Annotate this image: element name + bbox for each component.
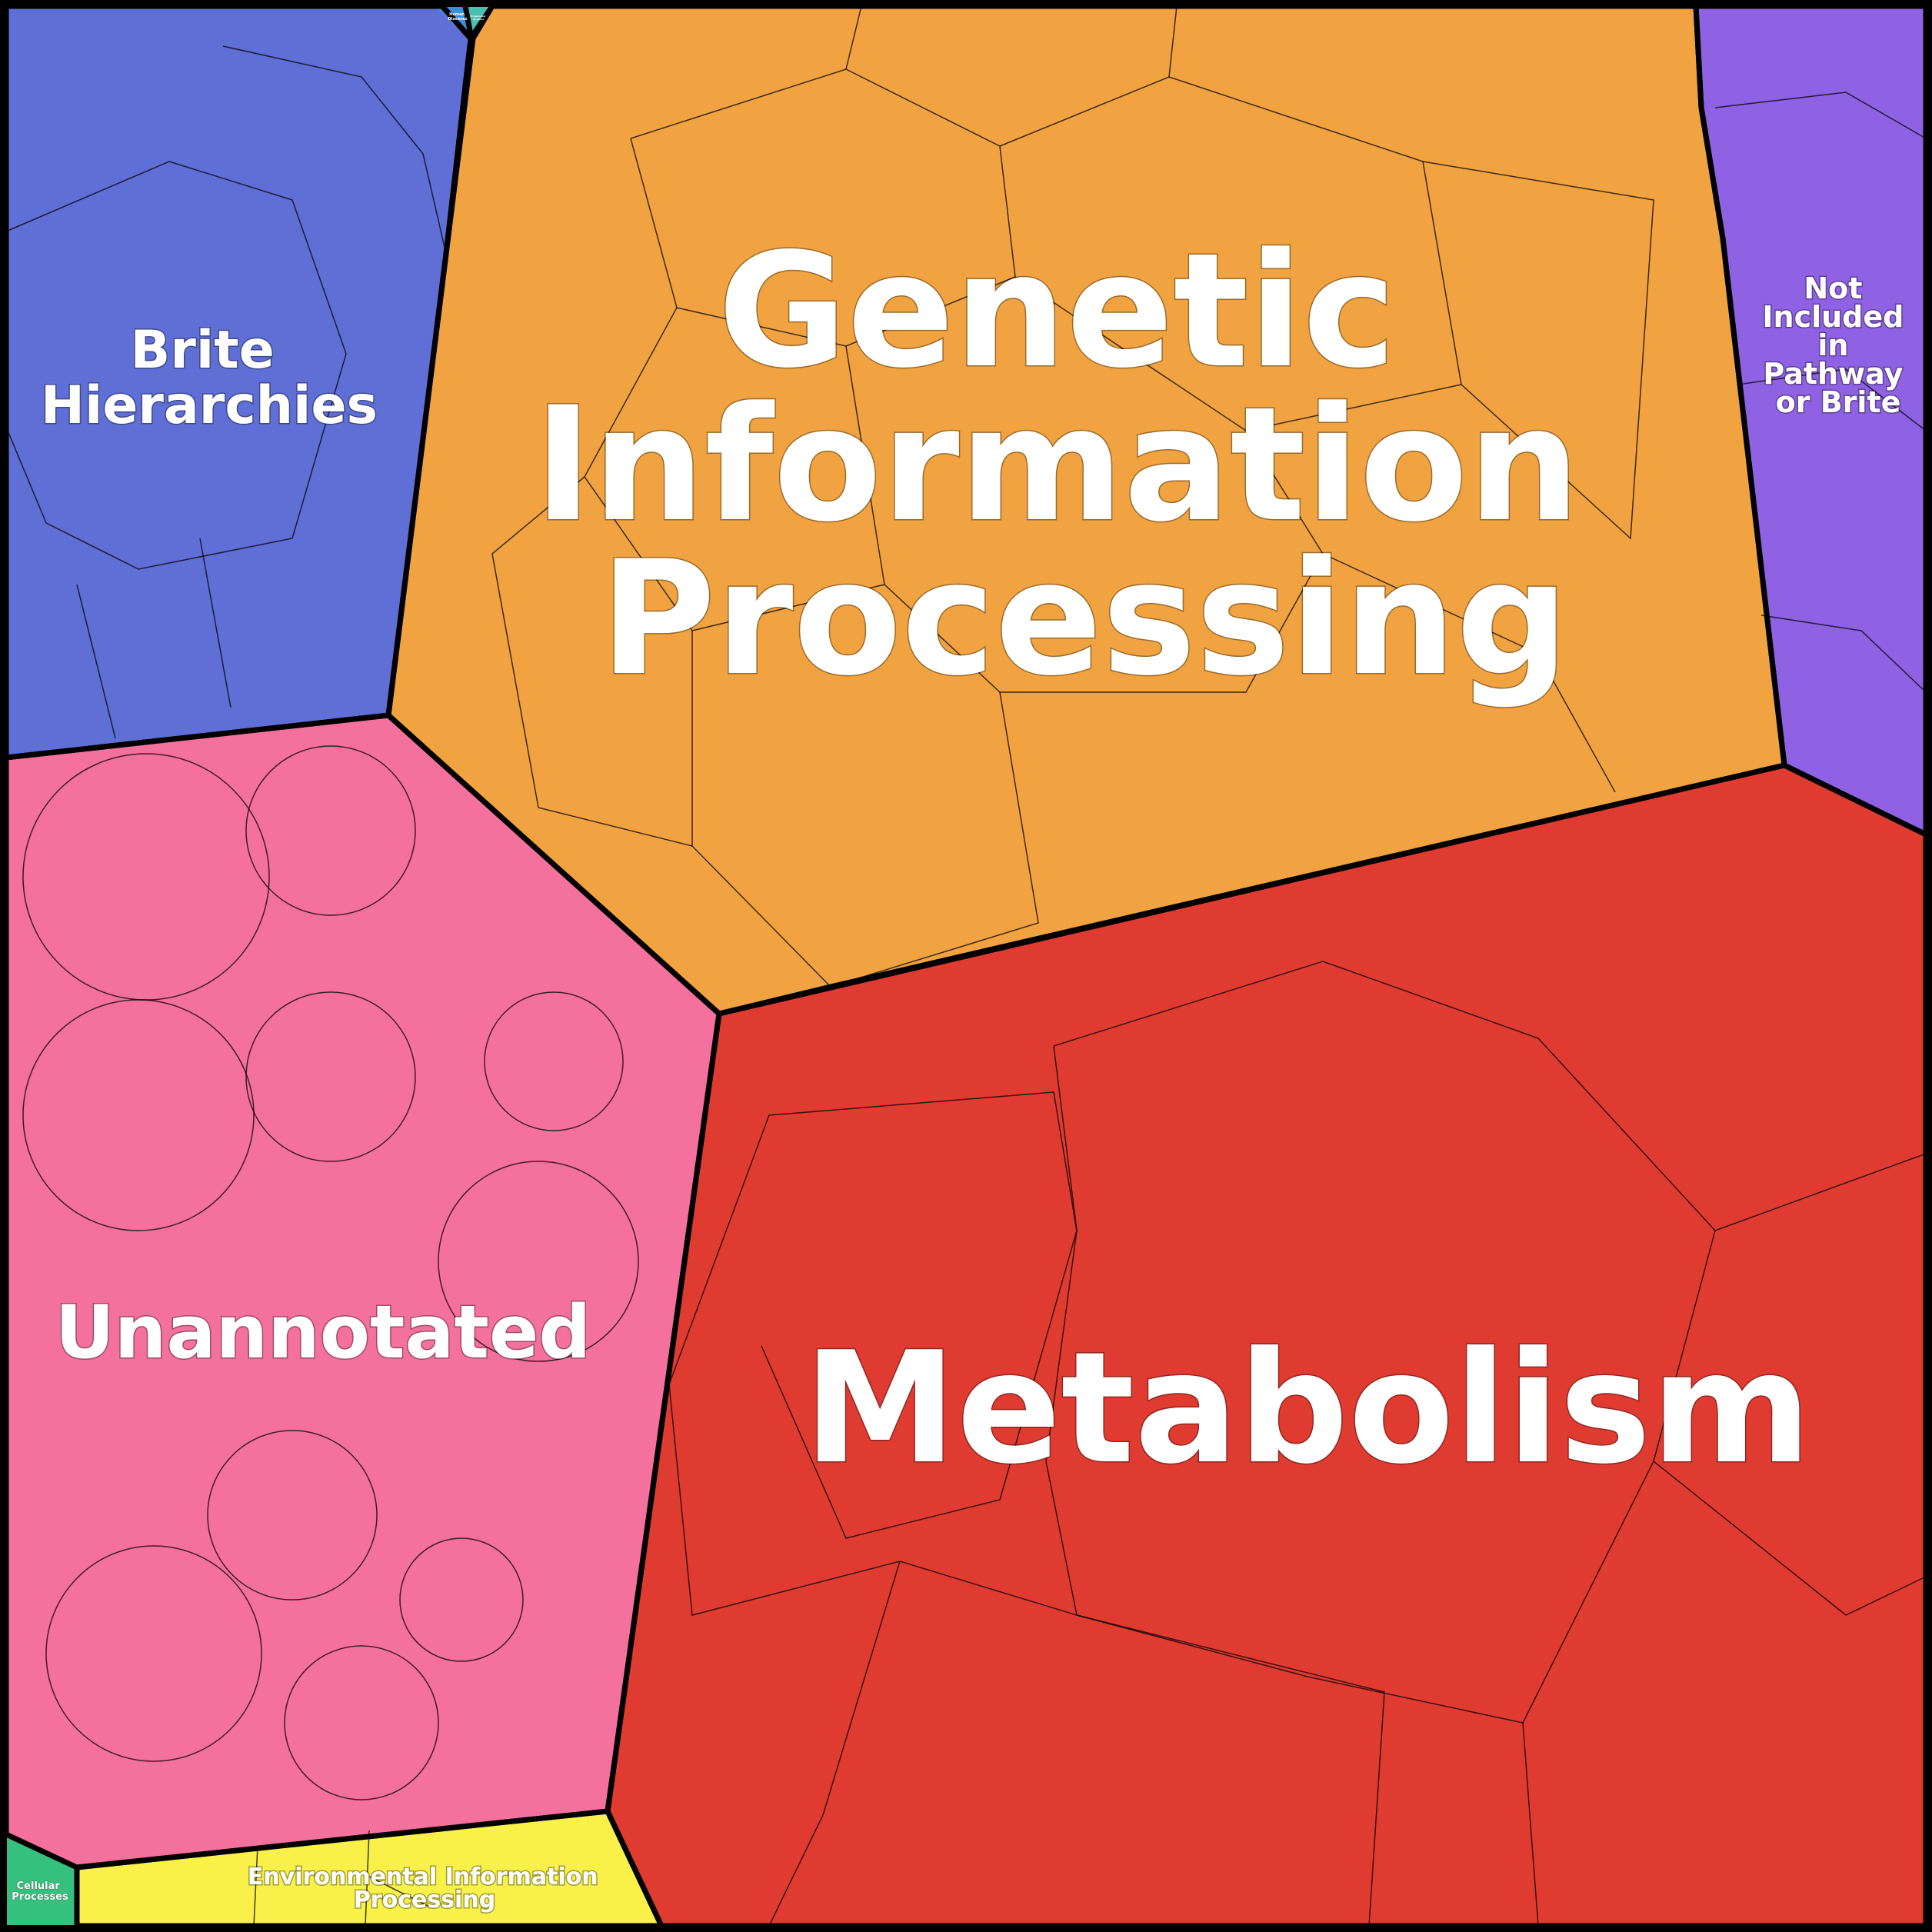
label-brite-hierarchies: Brite Hierarchies: [41, 320, 378, 436]
label-metabolism: Metabolism: [804, 1319, 1811, 1498]
label-unannotated: Unannotated: [55, 1291, 591, 1375]
label-human-diseases: Human Diseases: [448, 12, 468, 22]
region-metabolism[interactable]: [608, 765, 1926, 1926]
region-genetic-information-processing[interactable]: [388, 6, 1784, 1014]
region-environmental-information-processing[interactable]: [77, 1811, 661, 1926]
region-not-included[interactable]: [1696, 6, 1926, 834]
region-cellular-processes[interactable]: [6, 1834, 77, 1926]
label-cellular-processes: Cellular Processes: [12, 1880, 68, 1903]
region-brite-hierarchies[interactable]: [6, 6, 471, 758]
label-organismal-systems: Organismal Systems: [471, 15, 486, 21]
label-not-included: Not Included in Pathway or Brite: [1762, 271, 1914, 419]
region-unannotated[interactable]: [6, 715, 719, 1867]
subcell-lines: [7, 5, 1927, 1927]
label-genetic-information-processing: Genetic Information Processing: [534, 220, 1635, 711]
label-environmental-information-processing: Environmental Information Processing: [248, 1864, 606, 1914]
